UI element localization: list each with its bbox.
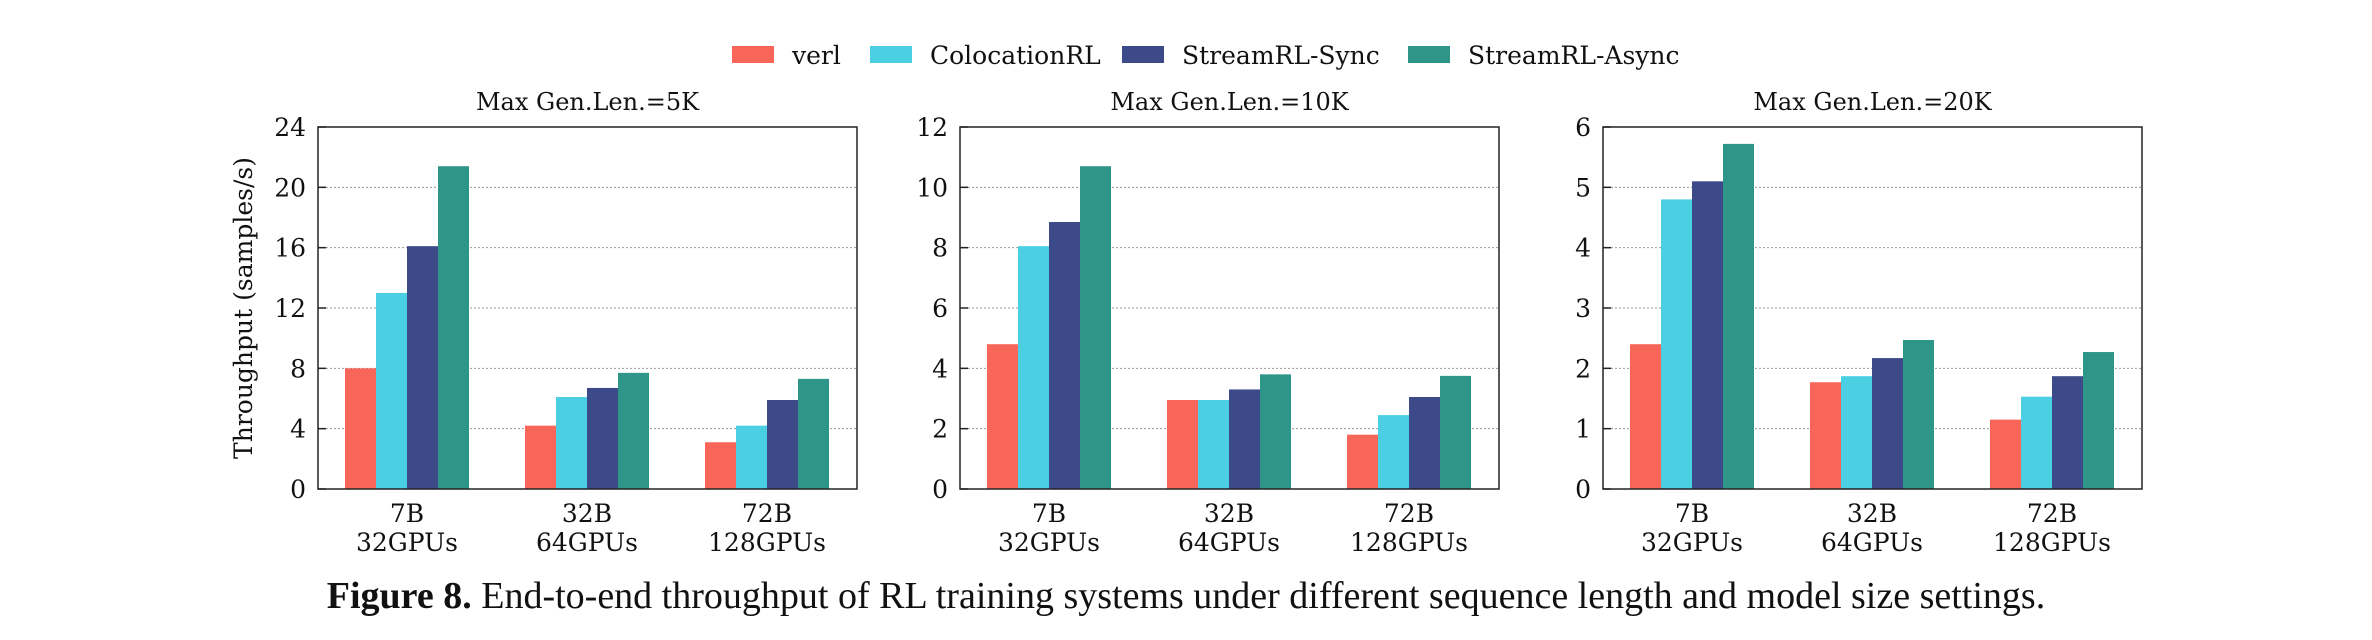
bar-colocationrl-32b bbox=[556, 396, 587, 489]
x-tick-label-gpus: 32GPUs bbox=[1641, 528, 1743, 557]
x-tick-label-model: 72B bbox=[1384, 499, 1434, 528]
y-tick-label: 4 bbox=[290, 415, 306, 444]
y-tick-label: 0 bbox=[290, 475, 306, 504]
y-tick-label: 12 bbox=[916, 113, 948, 142]
y-tick-label: 8 bbox=[932, 234, 948, 263]
x-tick-label-model: 32B bbox=[1204, 499, 1254, 528]
legend-label-verl: verl bbox=[791, 41, 841, 70]
y-tick-label: 4 bbox=[932, 354, 948, 383]
legend-label-colocationrl: ColocationRL bbox=[930, 41, 1101, 70]
caption-text: End-to-end throughput of RL training sys… bbox=[481, 575, 2046, 617]
legend-label-streamrl-sync: StreamRL-Sync bbox=[1182, 41, 1380, 70]
bar-colocationrl-7b bbox=[1661, 199, 1692, 489]
y-tick-label: 16 bbox=[274, 234, 306, 263]
x-tick-label-gpus: 128GPUs bbox=[708, 528, 826, 557]
y-tick-label: 24 bbox=[274, 113, 306, 142]
legend-swatch-verl bbox=[732, 46, 774, 63]
y-tick-label: 6 bbox=[932, 294, 948, 323]
bar-streamrl-sync-32b bbox=[1229, 389, 1260, 489]
bar-colocationrl-7b bbox=[376, 292, 407, 489]
y-tick-label: 0 bbox=[1575, 475, 1591, 504]
bar-streamrl-async-7b bbox=[1723, 143, 1754, 490]
x-tick-label-model: 32B bbox=[1847, 499, 1897, 528]
bar-streamrl-sync-32b bbox=[1872, 358, 1903, 489]
y-tick-label: 20 bbox=[274, 173, 306, 202]
caption-label: Figure 8. bbox=[326, 575, 472, 617]
bar-verl-7b bbox=[987, 344, 1018, 489]
y-tick-label: 5 bbox=[1575, 173, 1591, 202]
panel-title: Max Gen.Len.=5K bbox=[476, 88, 700, 116]
y-tick-label: 8 bbox=[290, 354, 306, 383]
y-axis-label: Throughput (samples/s) bbox=[229, 157, 258, 459]
legend: verl ColocationRL StreamRL-Sync StreamRL-As… bbox=[732, 41, 1680, 70]
panel-title: Max Gen.Len.=20K bbox=[1753, 88, 1992, 116]
bar-streamrl-async-72b bbox=[1440, 375, 1471, 489]
bar-streamrl-sync-32b bbox=[587, 387, 618, 489]
bar-colocationrl-7b bbox=[1018, 246, 1049, 489]
x-tick-label-gpus: 32GPUs bbox=[356, 528, 458, 557]
bar-streamrl-async-32b bbox=[1903, 339, 1934, 489]
x-tick-label-gpus: 64GPUs bbox=[536, 528, 638, 557]
bar-verl-32b bbox=[525, 425, 556, 489]
bar-streamrl-async-32b bbox=[618, 372, 649, 489]
legend-label-streamrl-async: StreamRL-Async bbox=[1468, 41, 1680, 70]
bar-streamrl-async-7b bbox=[1080, 166, 1111, 489]
bar-verl-32b bbox=[1810, 382, 1841, 489]
x-tick-label-model: 7B bbox=[1032, 499, 1066, 528]
bar-verl-72b bbox=[1347, 434, 1378, 489]
y-tick-label: 2 bbox=[932, 415, 948, 444]
y-tick-label: 6 bbox=[1575, 113, 1591, 142]
bar-colocationrl-32b bbox=[1198, 400, 1229, 489]
bar-colocationrl-72b bbox=[2021, 396, 2052, 489]
y-tick-label: 12 bbox=[274, 294, 306, 323]
legend-swatch-colocationrl bbox=[870, 46, 912, 63]
bar-streamrl-sync-7b bbox=[1692, 181, 1723, 490]
y-tick-label: 4 bbox=[1575, 234, 1591, 263]
x-tick-label-gpus: 64GPUs bbox=[1821, 528, 1923, 557]
y-tick-label: 1 bbox=[1575, 415, 1591, 444]
y-tick-label: 3 bbox=[1575, 294, 1591, 323]
x-tick-label-gpus: 128GPUs bbox=[1350, 528, 1468, 557]
bar-verl-7b bbox=[345, 368, 376, 489]
figure: verl ColocationRL StreamRL-Sync StreamRL-As… bbox=[229, 41, 2143, 557]
bar-verl-72b bbox=[1990, 419, 2021, 489]
x-tick-label-model: 72B bbox=[2027, 499, 2077, 528]
x-tick-label-gpus: 32GPUs bbox=[998, 528, 1100, 557]
bar-streamrl-sync-72b bbox=[1409, 396, 1440, 489]
legend-swatch-streamrl-async bbox=[1408, 46, 1450, 63]
y-tick-label: 2 bbox=[1575, 354, 1591, 383]
bar-streamrl-async-72b bbox=[2083, 352, 2114, 489]
bar-colocationrl-72b bbox=[736, 425, 767, 489]
bar-streamrl-async-32b bbox=[1260, 374, 1291, 489]
y-tick-label: 0 bbox=[932, 475, 948, 504]
bar-streamrl-sync-7b bbox=[407, 246, 438, 489]
chart-panels: 048121620247B32GPUs32B64GPUs72B128GPUsMa… bbox=[229, 88, 2143, 557]
figure-caption: Figure 8. End-to-end throughput of RL tr… bbox=[0, 574, 2372, 618]
bar-streamrl-async-72b bbox=[798, 378, 829, 489]
panel-title: Max Gen.Len.=10K bbox=[1110, 88, 1349, 116]
bar-colocationrl-72b bbox=[1378, 415, 1409, 489]
x-tick-label-gpus: 64GPUs bbox=[1178, 528, 1280, 557]
bar-streamrl-sync-7b bbox=[1049, 222, 1080, 489]
x-tick-label-model: 7B bbox=[390, 499, 424, 528]
x-tick-label-model: 72B bbox=[742, 499, 792, 528]
bar-verl-32b bbox=[1167, 400, 1198, 489]
bar-colocationrl-32b bbox=[1841, 376, 1872, 489]
x-tick-label-model: 32B bbox=[562, 499, 612, 528]
bar-verl-7b bbox=[1630, 344, 1661, 489]
bar-streamrl-async-7b bbox=[438, 166, 469, 489]
y-tick-label: 10 bbox=[916, 173, 948, 202]
x-tick-label-gpus: 128GPUs bbox=[1993, 528, 2111, 557]
bar-streamrl-sync-72b bbox=[767, 400, 798, 489]
x-tick-label-model: 7B bbox=[1675, 499, 1709, 528]
legend-swatch-streamrl-sync bbox=[1122, 46, 1164, 63]
bar-streamrl-sync-72b bbox=[2052, 376, 2083, 489]
bar-verl-72b bbox=[705, 442, 736, 489]
